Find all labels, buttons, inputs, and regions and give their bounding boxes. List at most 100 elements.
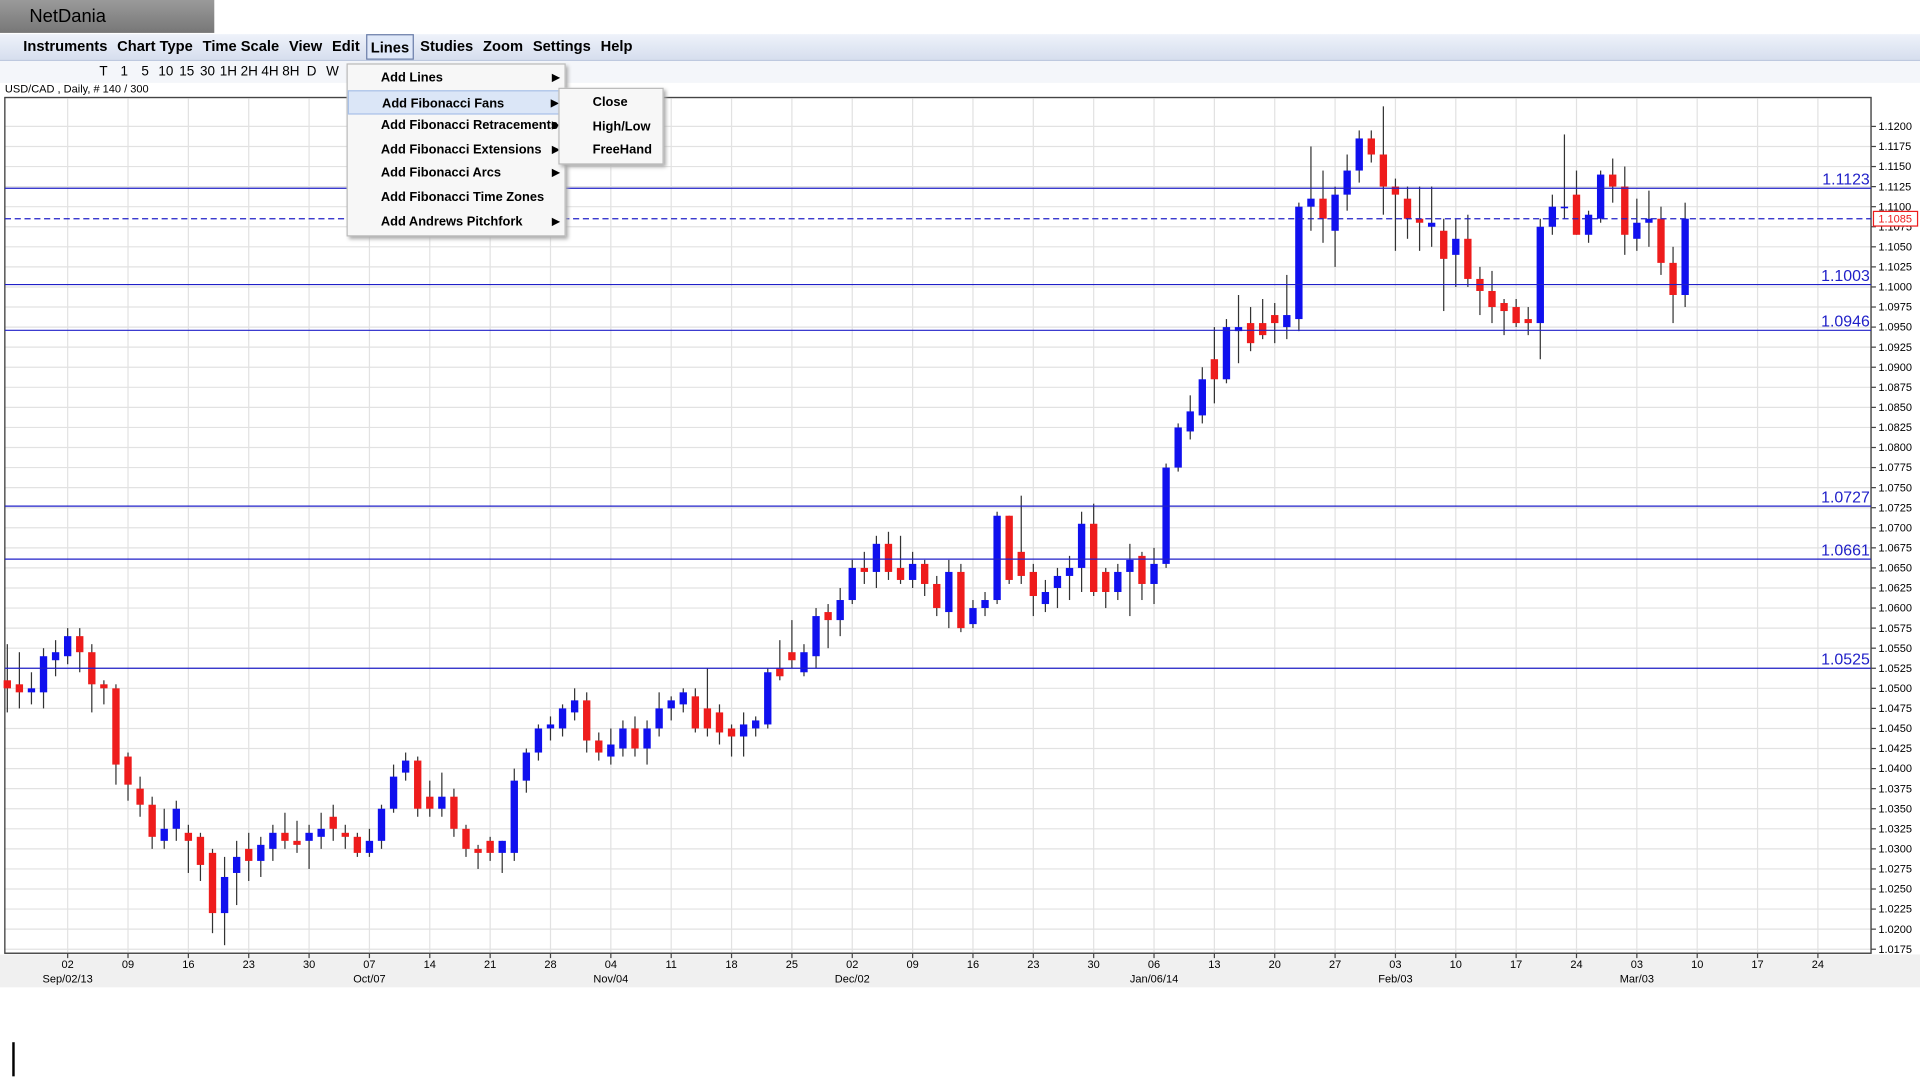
candle-body xyxy=(486,840,494,853)
y-tick-label: 1.0350 xyxy=(1878,803,1912,815)
candle-body xyxy=(365,840,374,853)
toolbar-button[interactable]: 1 xyxy=(120,64,129,80)
menu-item[interactable]: Lines xyxy=(365,34,415,60)
candle-body xyxy=(1222,327,1231,380)
toolbar-button[interactable]: 8H xyxy=(282,64,300,80)
toolbar-button[interactable]: 2H xyxy=(240,64,258,80)
y-tick-label: 1.0950 xyxy=(1878,322,1912,334)
submenu-arrow: ▶ xyxy=(552,119,560,131)
dropdown-item[interactable]: Add Fibonacci Arcs ▶ xyxy=(348,161,565,185)
toolbar-button[interactable]: D xyxy=(306,64,317,80)
y-tick-label: 1.0275 xyxy=(1878,864,1912,876)
candle-body xyxy=(257,844,265,861)
candle-body xyxy=(1379,154,1388,187)
month-label: Sep/02/13 xyxy=(43,974,93,986)
candle-body xyxy=(1065,567,1074,576)
candle-body xyxy=(1657,218,1665,263)
horizontal-line-label: 1.0727 xyxy=(1821,489,1870,506)
y-tick-label: 1.0850 xyxy=(1878,402,1912,414)
y-tick-label: 1.0700 xyxy=(1878,522,1912,534)
candle-body xyxy=(824,612,832,621)
menu-item[interactable]: View xyxy=(288,37,323,55)
menu-item[interactable]: Studies xyxy=(420,37,474,55)
candle-body xyxy=(981,600,989,609)
candle-body xyxy=(474,848,482,853)
y-tick-label: 1.0300 xyxy=(1878,844,1912,856)
y-tick-label: 1.0575 xyxy=(1878,623,1912,635)
toolbar-button[interactable]: 15 xyxy=(179,64,195,80)
candle-body xyxy=(1415,218,1424,223)
menu-bar: Instruments Chart Type Time Scale View Edit L… xyxy=(0,34,1920,61)
submenu-item[interactable]: FreeHand xyxy=(592,142,652,158)
toolbar-button[interactable]: 10 xyxy=(158,64,174,80)
x-tick-label: 04 xyxy=(605,959,617,971)
candle-body xyxy=(764,672,772,725)
y-tick-label: 1.0900 xyxy=(1878,362,1912,374)
menu-item[interactable]: Edit xyxy=(331,37,360,55)
lines-dropdown: Add Lines ▶ Add Fibonacci Fans ▶ Add Fibonac… xyxy=(346,63,566,237)
candle-body xyxy=(450,796,458,829)
candle-body xyxy=(208,852,217,914)
candle-body xyxy=(1114,571,1122,592)
candle-body xyxy=(389,776,398,809)
y-tick-label: 1.1200 xyxy=(1878,121,1912,133)
y-tick-label: 1.1125 xyxy=(1878,181,1911,193)
candle-body xyxy=(679,692,687,705)
dropdown-item[interactable]: Add Fibonacci Time Zones xyxy=(380,190,545,205)
candle-body xyxy=(510,780,518,853)
candle-body xyxy=(896,567,905,580)
candle-body xyxy=(401,760,410,773)
candle-body xyxy=(534,728,543,753)
month-label: Feb/03 xyxy=(1378,974,1412,986)
dropdown-item[interactable]: Add Fibonacci Retracements ▶ xyxy=(348,114,565,138)
dropdown-item[interactable]: Add Andrews Pitchfork ▶ xyxy=(348,209,565,233)
candle-body xyxy=(860,567,869,572)
menu-item[interactable]: Settings xyxy=(532,37,591,55)
candle-body xyxy=(3,680,11,689)
toolbar-button[interactable]: 30 xyxy=(200,64,216,80)
horizontal-line-label: 1.1123 xyxy=(1822,172,1870,189)
x-tick-label: 23 xyxy=(243,959,255,971)
toolbar-button[interactable]: T xyxy=(99,64,108,80)
toolbar-button[interactable]: 4H xyxy=(261,64,279,80)
dropdown-item[interactable]: Add Fibonacci Extensions ▶ xyxy=(348,137,565,161)
candle-body xyxy=(39,656,48,693)
menu-item[interactable]: Chart Type xyxy=(117,37,193,55)
y-tick-label: 1.0375 xyxy=(1878,783,1912,795)
candle-body xyxy=(945,571,953,613)
candle-body xyxy=(1536,226,1544,324)
candle-body xyxy=(1548,206,1557,227)
y-tick-label: 1.0875 xyxy=(1878,382,1912,394)
candle-body xyxy=(281,832,289,841)
x-tick-label: 25 xyxy=(786,959,798,971)
y-tick-label: 1.0400 xyxy=(1878,763,1912,775)
submenu-arrow: ▶ xyxy=(552,167,560,179)
candle-body xyxy=(100,684,108,689)
y-tick-label: 1.0825 xyxy=(1878,422,1912,434)
candle-body xyxy=(1524,319,1532,324)
dropdown-item[interactable]: Add Fibonacci Fans ▶ xyxy=(347,89,565,115)
submenu-item[interactable]: High/Low xyxy=(592,118,651,134)
x-tick-label: 27 xyxy=(1329,959,1341,971)
candle-body xyxy=(1512,307,1520,324)
x-tick-label: 24 xyxy=(1812,959,1824,971)
candle-body xyxy=(1681,218,1689,295)
toolbar-button[interactable]: W xyxy=(326,64,339,80)
submenu-item[interactable]: Close xyxy=(592,95,628,110)
menu-item[interactable]: Zoom xyxy=(483,37,524,55)
candle-body xyxy=(1041,591,1050,605)
menu-item[interactable]: Help xyxy=(600,37,633,55)
candle-body xyxy=(1343,170,1351,195)
candle-body xyxy=(1440,230,1448,259)
toolbar-button[interactable]: 5 xyxy=(141,64,149,80)
menu-item[interactable]: Instruments xyxy=(23,37,108,55)
candle-body xyxy=(76,636,84,653)
candle-body xyxy=(993,515,1001,601)
menu-item[interactable]: Time Scale xyxy=(202,37,280,55)
dropdown-item[interactable]: Add Lines ▶ xyxy=(348,66,565,90)
toolbar-button[interactable]: 1H xyxy=(219,64,237,80)
candle-body xyxy=(752,720,760,729)
candle-body xyxy=(1500,303,1508,312)
y-tick-label: 1.0750 xyxy=(1878,482,1912,494)
candle-body xyxy=(160,828,168,841)
